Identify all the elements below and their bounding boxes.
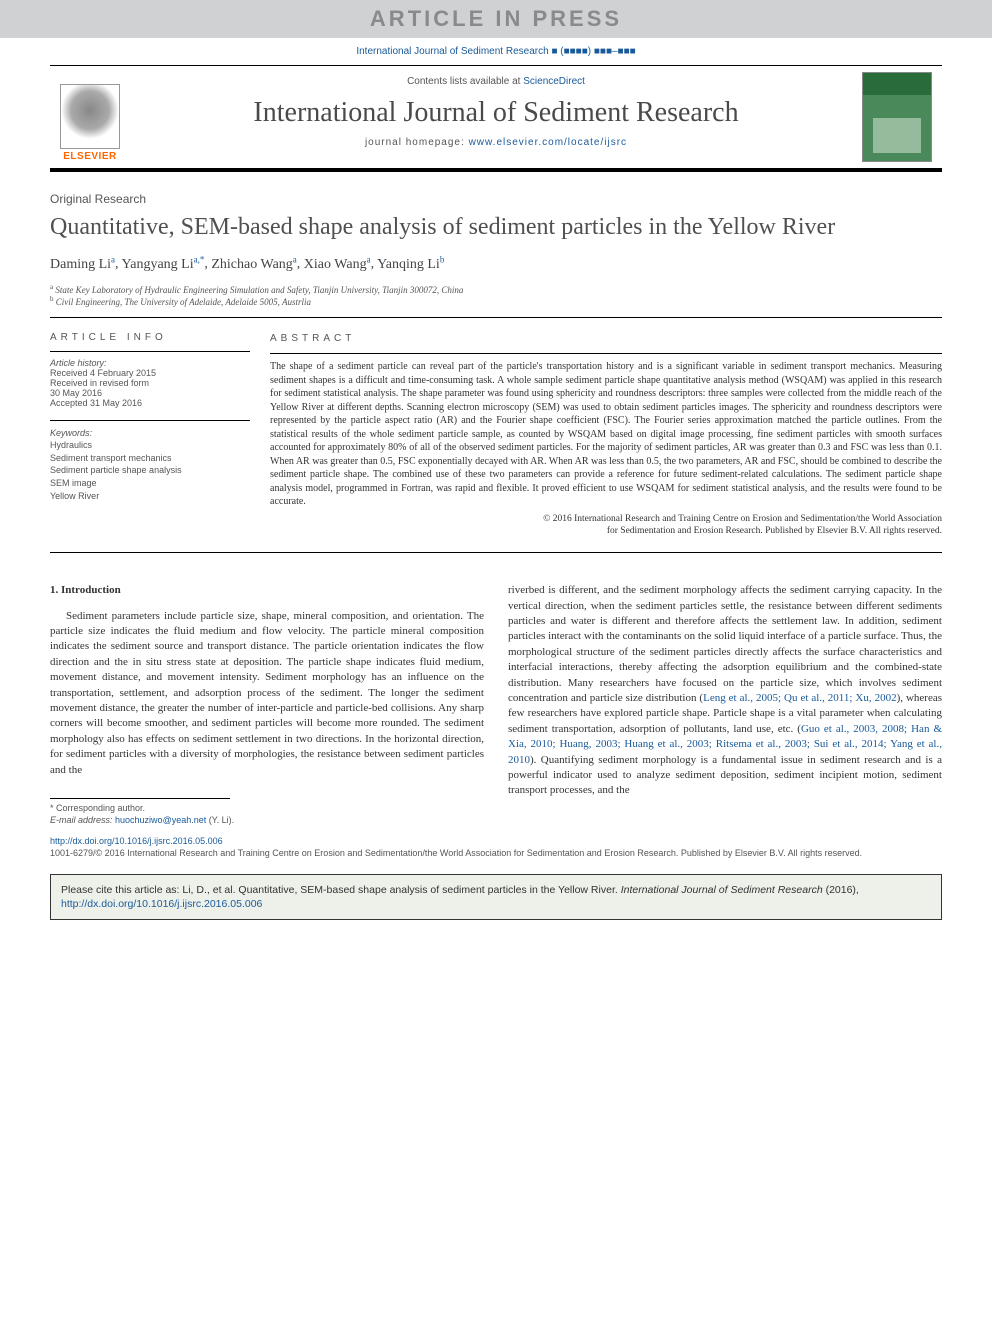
affiliation: a State Key Laboratory of Hydraulic Engi… [50, 283, 942, 295]
main-column-right: riverbed is different, and the sediment … [508, 583, 942, 826]
corresponding-author-footnote: * Corresponding author. E-mail address: … [50, 803, 484, 826]
doi-copyright: 1001-6279/© 2016 International Research … [50, 848, 942, 860]
abstract-text: The shape of a sediment particle can rev… [270, 360, 942, 509]
sciencedirect-link[interactable]: ScienceDirect [523, 76, 585, 87]
article-in-press-banner: ARTICLE IN PRESS [0, 0, 992, 38]
author: Yanqing Lib [377, 257, 444, 272]
citation-link[interactable]: Leng et al., 2005; Qu et al., 2011; Xu, … [703, 692, 896, 704]
author: Xiao Wanga [304, 257, 371, 272]
masthead-center: Contents lists available at ScienceDirec… [140, 66, 852, 168]
article-body: Original Research Quantitative, SEM-base… [50, 172, 942, 826]
keyword: Yellow River [50, 490, 250, 503]
abstract-heading: ABSTRACT [270, 332, 942, 346]
paragraph: riverbed is different, and the sediment … [508, 583, 942, 798]
journal-reference-line: International Journal of Sediment Resear… [0, 38, 992, 65]
info-abstract-row: ARTICLE INFO Article history: Received 4… [50, 332, 942, 554]
journal-ref-link[interactable]: International Journal of Sediment Resear… [356, 46, 635, 57]
keyword: Sediment particle shape analysis [50, 464, 250, 477]
main-column-left: 1. Introduction Sediment parameters incl… [50, 583, 484, 826]
contents-line: Contents lists available at ScienceDirec… [140, 76, 852, 87]
elsevier-logo[interactable]: ELSEVIER [50, 72, 130, 162]
banner-text: ARTICLE IN PRESS [370, 6, 622, 31]
doi-link[interactable]: http://dx.doi.org/10.1016/j.ijsrc.2016.0… [50, 836, 223, 846]
affiliation: b Civil Engineering, The University of A… [50, 295, 942, 307]
citation-doi-link[interactable]: http://dx.doi.org/10.1016/j.ijsrc.2016.0… [61, 898, 262, 910]
keyword: Hydraulics [50, 439, 250, 452]
paragraph: Sediment parameters include particle siz… [50, 609, 484, 778]
affiliations: a State Key Laboratory of Hydraulic Engi… [50, 283, 942, 318]
contents-prefix: Contents lists available at [407, 76, 523, 87]
article-info-heading: ARTICLE INFO [50, 332, 250, 343]
footnote-separator [50, 798, 230, 799]
main-content-columns: 1. Introduction Sediment parameters incl… [50, 583, 942, 826]
journal-title: International Journal of Sediment Resear… [140, 97, 852, 129]
elsevier-label: ELSEVIER [63, 151, 116, 162]
article-type: Original Research [50, 192, 942, 206]
corr-label: * Corresponding author. [50, 803, 484, 815]
article-history-block: Article history: Received 4 February 201… [50, 358, 250, 408]
keyword: SEM image [50, 477, 250, 490]
history-line: 30 May 2016 [50, 388, 250, 398]
authors-line: Daming Lia, Yangyang Lia,*, Zhichao Wang… [50, 254, 942, 273]
article-title: Quantitative, SEM-based shape analysis o… [50, 212, 942, 242]
homepage-link[interactable]: www.elsevier.com/locate/ijsrc [469, 137, 627, 148]
history-line: Received 4 February 2015 [50, 368, 250, 378]
citation-prefix: Please cite this article as: Li, D., et … [61, 884, 621, 896]
journal-cover-thumbnail[interactable] [862, 72, 932, 162]
masthead-left: ELSEVIER [50, 66, 140, 168]
email-line: E-mail address: huochuziwo@yeah.net (Y. … [50, 815, 484, 827]
article-info-column: ARTICLE INFO Article history: Received 4… [50, 332, 270, 539]
masthead-right [852, 66, 942, 168]
history-line: Received in revised form [50, 378, 250, 388]
keyword: Sediment transport mechanics [50, 452, 250, 465]
masthead: ELSEVIER Contents lists available at Sci… [50, 65, 942, 172]
homepage-line: journal homepage: www.elsevier.com/locat… [140, 137, 852, 148]
homepage-prefix: journal homepage: [365, 137, 469, 148]
history-label: Article history: [50, 358, 250, 368]
abstract-column: ABSTRACT The shape of a sediment particl… [270, 332, 942, 539]
citation-box: Please cite this article as: Li, D., et … [50, 874, 942, 920]
copyright-line: © 2016 International Research and Traini… [270, 513, 942, 539]
history-line: Accepted 31 May 2016 [50, 398, 250, 408]
author: Zhichao Wanga [211, 257, 296, 272]
doi-block: http://dx.doi.org/10.1016/j.ijsrc.2016.0… [50, 836, 942, 859]
citation-journal: International Journal of Sediment Resear… [621, 884, 823, 896]
elsevier-tree-icon [60, 84, 120, 149]
author: Daming Lia [50, 257, 115, 272]
keywords-block: Keywords: Hydraulics Sediment transport … [50, 427, 250, 503]
section-heading: 1. Introduction [50, 583, 484, 598]
keywords-label: Keywords: [50, 427, 250, 440]
citation-year: (2016), [823, 884, 859, 896]
email-link[interactable]: huochuziwo@yeah.net [115, 815, 206, 825]
author: Yangyang Lia,* [122, 257, 205, 272]
